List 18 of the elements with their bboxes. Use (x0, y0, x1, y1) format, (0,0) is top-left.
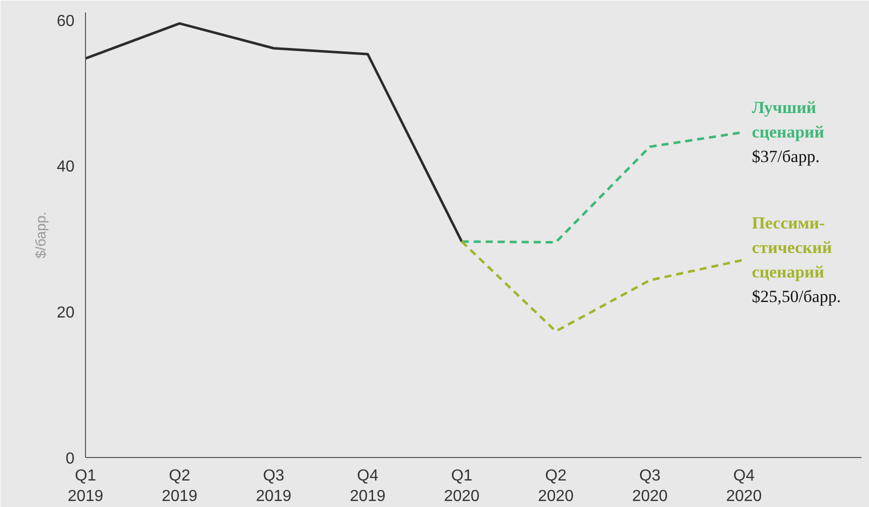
line-series (86, 22, 463, 243)
x-tick-label: Q4 2020 (726, 468, 762, 505)
x-tick-label: Q2 2020 (538, 468, 574, 505)
x-tick-label: Q4 2019 (350, 468, 386, 505)
x-tick-label: Q1 2019 (68, 468, 104, 505)
y-tick-label: 60 (56, 12, 75, 30)
x-tick-label: Q2 2019 (162, 468, 198, 505)
x-tick-label: Q1 2020 (444, 468, 480, 505)
y-tick-label: 40 (56, 158, 75, 176)
x-tick-label: Q3 2020 (632, 468, 668, 505)
series-label: Лучший сценарий (752, 98, 824, 142)
y-tick-label: 20 (56, 304, 75, 322)
y-tick-label: 0 (66, 450, 75, 468)
annotation: $25,50/барр. (752, 287, 841, 306)
series-label: Пессими- стический сценарий (752, 214, 832, 282)
x-tick-label: Q3 2019 (256, 468, 292, 505)
y-axis-title: $/барр. (32, 212, 49, 258)
annotation: $37/барр. (752, 147, 820, 166)
